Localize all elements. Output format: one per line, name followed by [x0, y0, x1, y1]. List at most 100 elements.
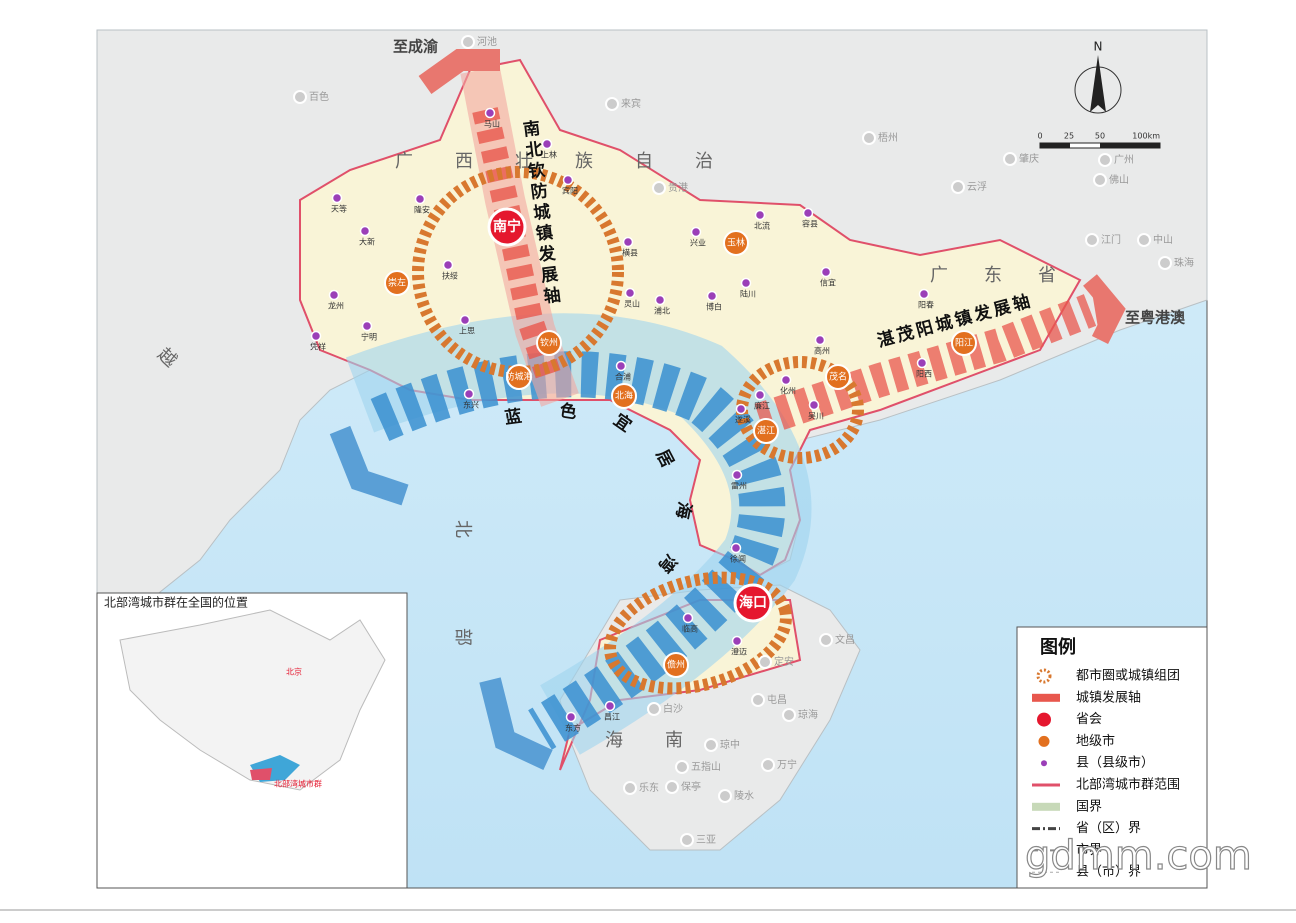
place-label: 陵水 — [734, 790, 754, 802]
place-dot — [761, 758, 775, 772]
county-dot — [916, 357, 928, 369]
region-label-path: 广东省 — [930, 265, 1056, 286]
prefecture-label: 北海 — [615, 390, 633, 402]
county-label: 徐闻 — [730, 554, 746, 564]
legend-label: 都市圈或城镇组团 — [1076, 668, 1180, 684]
county-label: 天等 — [331, 204, 347, 214]
inset-region-highlight — [250, 768, 272, 780]
place-dot — [665, 780, 679, 794]
county-label: 阳西 — [916, 370, 932, 379]
place-label: 文昌 — [835, 633, 855, 646]
county-dot — [808, 399, 820, 411]
direction-label: 至粤港澳 — [1125, 309, 1186, 327]
prefecture-dot — [951, 330, 977, 356]
county-label: 遂溪 — [735, 415, 751, 425]
place-label: 江门 — [1101, 233, 1121, 246]
county-label: 隆安 — [414, 205, 430, 215]
place-dot — [758, 655, 772, 669]
scale-label: 50 — [1095, 132, 1105, 141]
place-dot — [293, 90, 307, 104]
legend-swatch — [1032, 802, 1060, 811]
county-dot — [654, 294, 666, 306]
legend-label: 县（市）界 — [1076, 864, 1141, 880]
watermark: gdmm.com — [1025, 833, 1252, 879]
place-label: 白沙 — [663, 702, 683, 715]
county-label: 上思 — [459, 327, 475, 336]
county-dot — [740, 277, 752, 289]
county-label: 合浦 — [615, 372, 631, 382]
county-dot — [565, 711, 577, 723]
place-dot — [718, 789, 732, 803]
scale-label: 25 — [1064, 132, 1074, 141]
legend-title: 图例 — [1040, 636, 1076, 658]
county-dot — [459, 314, 471, 326]
scale-seg — [1100, 143, 1160, 148]
place-label: 保亭 — [681, 780, 701, 793]
county-label: 化州 — [780, 386, 796, 396]
place-dot — [862, 131, 876, 145]
county-label: 东方 — [565, 723, 581, 733]
legend-label: 国界 — [1076, 799, 1102, 814]
county-dot — [328, 289, 340, 301]
capital-label: 海口 — [739, 594, 767, 611]
county-dot — [802, 207, 814, 219]
place-label: 万宁 — [777, 758, 797, 771]
place-dot — [782, 708, 796, 722]
place-label: 珠海 — [1174, 256, 1194, 269]
county-label: 廉江 — [754, 401, 770, 411]
metro-circle — [604, 571, 792, 695]
county-label: 马山 — [484, 119, 500, 129]
blue-arrows — [329, 425, 553, 770]
legend-swatch — [1041, 760, 1047, 767]
county-dot — [730, 542, 742, 554]
county-dot — [754, 209, 766, 221]
county-dot — [814, 334, 826, 346]
county-dot — [780, 374, 792, 386]
legend-label: 地级市 — [1076, 733, 1115, 749]
place-dot — [680, 833, 694, 847]
place-label: 五指山 — [691, 760, 721, 773]
county-dot — [820, 266, 832, 278]
place-dot — [1158, 256, 1172, 270]
county-label: 雷州 — [731, 482, 747, 491]
prefecture-dot — [663, 652, 689, 678]
inset-label: 北京 — [286, 667, 302, 677]
county-label: 宾阳 — [562, 186, 578, 196]
prefecture-label: 崇左 — [388, 277, 406, 289]
county-dot — [442, 259, 454, 271]
place-label: 屯昌 — [767, 693, 787, 706]
place-label: 定安 — [774, 655, 794, 668]
county-label: 容县 — [802, 219, 818, 229]
inset-china — [119, 609, 386, 791]
place-dot — [751, 693, 765, 707]
place-dot — [1137, 233, 1151, 247]
county-label: 扶绥 — [442, 271, 458, 281]
county-label: 浦北 — [654, 306, 670, 316]
place-dot — [819, 633, 833, 647]
place-label: 三亚 — [696, 835, 716, 846]
county-dot — [562, 174, 574, 186]
county-dot — [754, 389, 766, 401]
legend-label: 省（区）界 — [1076, 821, 1141, 836]
county-dot — [604, 700, 616, 712]
place-label: 云浮 — [967, 181, 987, 193]
county-dot — [624, 287, 636, 299]
county-label: 上林 — [541, 150, 557, 160]
place-dot — [1085, 233, 1099, 247]
place-label: 百色 — [309, 90, 329, 103]
legend-swatch — [1037, 712, 1051, 727]
county-dot — [414, 193, 426, 205]
compass-label: N — [1094, 40, 1103, 54]
region-label: 广东省 — [930, 265, 1092, 286]
county-label: 临高 — [682, 624, 698, 634]
place-label: 来宾 — [621, 97, 641, 110]
prefecture-dot — [506, 364, 532, 390]
county-label: 凭祥 — [310, 342, 326, 352]
county-dot — [690, 226, 702, 238]
place-dot — [951, 180, 965, 194]
county-label: 吴川 — [808, 412, 824, 421]
prefecture-label: 儋州 — [667, 659, 685, 671]
county-dot — [541, 138, 553, 150]
county-dot — [310, 330, 322, 342]
place-label: 琼中 — [720, 738, 740, 751]
